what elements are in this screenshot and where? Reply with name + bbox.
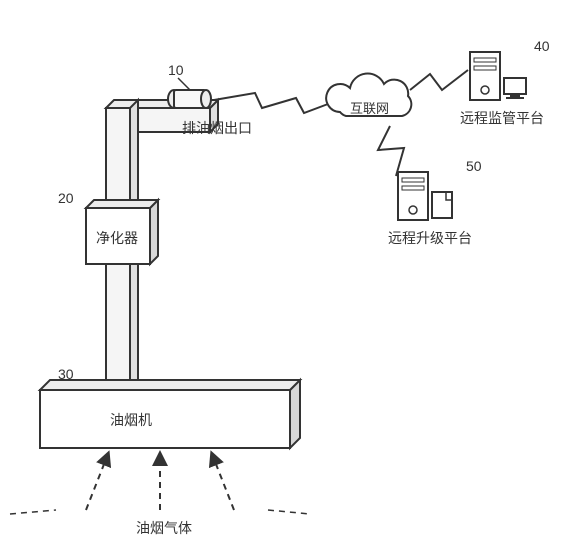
remote-upgrade-ref: 50 (466, 158, 482, 174)
link-internet-monitor (410, 70, 468, 90)
link-internet-upgrade (378, 126, 404, 176)
internet-label: 互联网 (350, 98, 389, 117)
link-sensor-internet (214, 93, 328, 113)
sensor-leader (178, 78, 190, 90)
hood-label: 油烟机 (110, 410, 152, 430)
hood-box (40, 380, 300, 448)
hood-ref: 30 (58, 366, 74, 382)
remote-upgrade-label: 远程升级平台 (388, 228, 472, 248)
gas-source-label: 油烟气体 (136, 518, 192, 538)
remote-monitor-ref: 40 (534, 38, 550, 54)
gas-arrows (86, 454, 234, 510)
diagram-svg (0, 0, 582, 544)
sensor-node (168, 90, 211, 108)
purifier-ref: 20 (58, 190, 74, 206)
remote-monitor-label: 远程监管平台 (460, 108, 544, 128)
server-monitor-icon (470, 52, 526, 100)
purifier-label: 净化器 (96, 228, 138, 248)
server-upgrade-icon (398, 172, 452, 220)
system-diagram: 排油烟出口 10 净化器 20 油烟机 30 互联网 远程监管平台 40 远程升… (0, 0, 582, 544)
source-dashes (10, 510, 310, 514)
sensor-ref: 10 (168, 62, 184, 78)
sensor-label: 排油烟出口 (182, 118, 252, 138)
